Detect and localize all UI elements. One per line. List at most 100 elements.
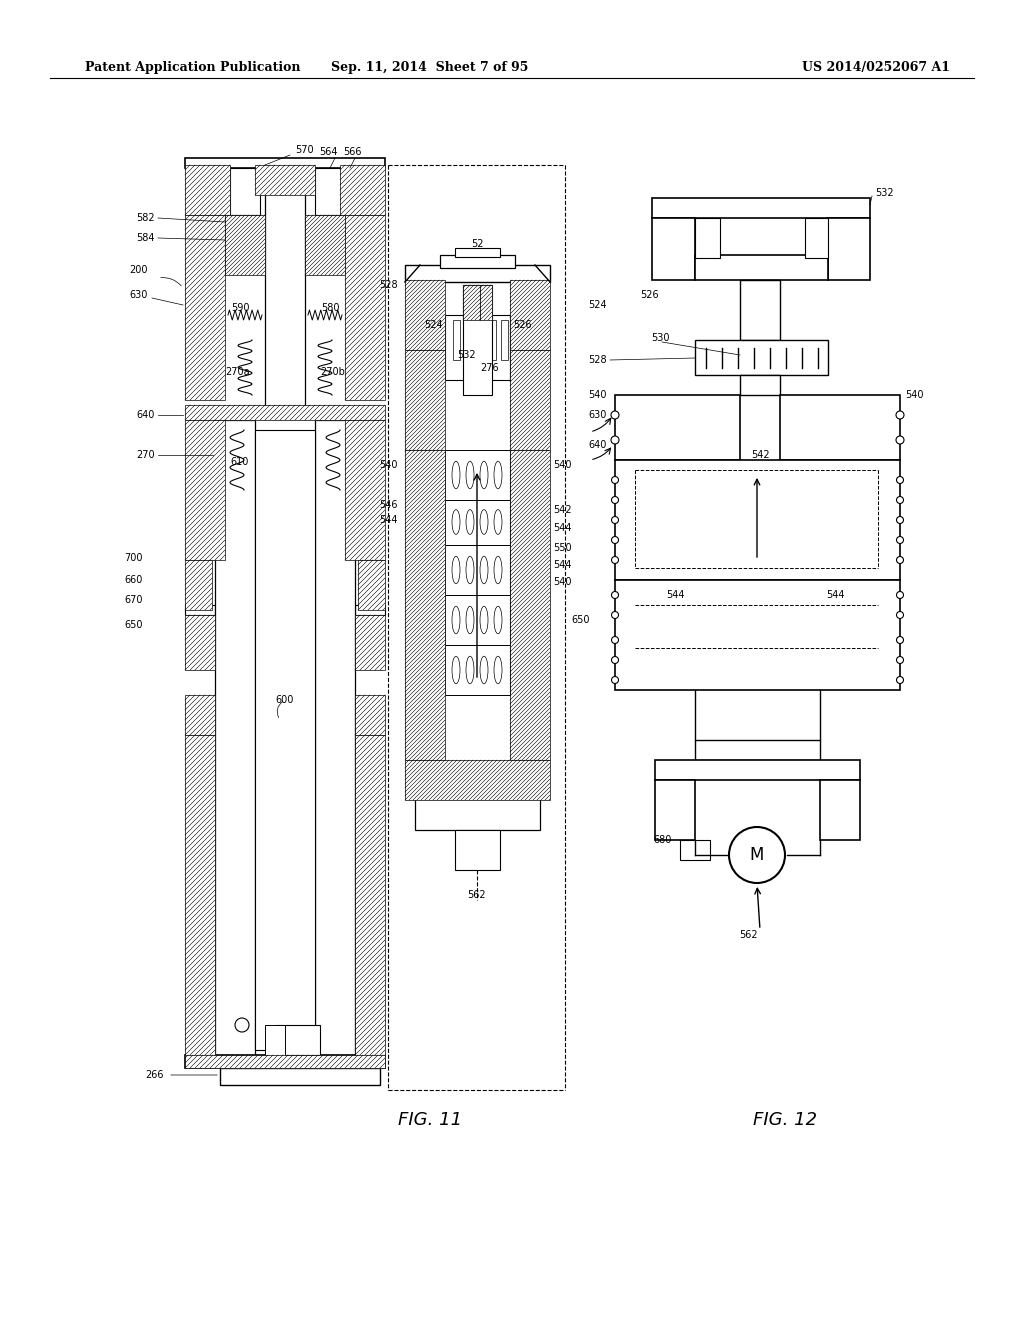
Text: 544: 544 <box>825 590 844 601</box>
Bar <box>185 420 225 560</box>
Text: 544: 544 <box>553 523 571 533</box>
Text: 700: 700 <box>125 553 143 564</box>
Circle shape <box>896 591 903 598</box>
Bar <box>445 545 510 595</box>
Bar <box>185 735 215 1060</box>
Text: 640: 640 <box>136 411 155 420</box>
Bar <box>185 696 215 735</box>
Bar <box>185 405 385 420</box>
Text: 528: 528 <box>589 355 607 366</box>
Text: 670: 670 <box>125 595 143 605</box>
Bar <box>480 285 492 319</box>
Bar <box>415 799 540 830</box>
Text: Patent Application Publication: Patent Application Publication <box>85 61 300 74</box>
Bar <box>740 375 780 395</box>
Circle shape <box>896 536 903 544</box>
Bar <box>465 319 472 360</box>
Text: 524: 524 <box>589 300 607 310</box>
Bar <box>355 735 385 1060</box>
Circle shape <box>896 557 903 564</box>
Bar <box>315 168 345 215</box>
Bar <box>220 1068 380 1085</box>
Bar <box>406 350 445 450</box>
Circle shape <box>611 611 618 619</box>
Text: 600: 600 <box>275 696 294 705</box>
Bar <box>510 350 550 450</box>
Bar <box>652 218 695 280</box>
Text: 570: 570 <box>296 145 314 154</box>
Bar <box>305 215 345 275</box>
Text: 542: 542 <box>751 450 769 459</box>
Text: 532: 532 <box>458 350 476 360</box>
Text: 526: 526 <box>513 319 531 330</box>
Bar <box>680 840 710 861</box>
Circle shape <box>611 496 618 503</box>
Text: 630: 630 <box>130 290 148 300</box>
Circle shape <box>896 496 903 503</box>
Text: 530: 530 <box>650 333 670 343</box>
Bar <box>185 165 230 215</box>
Text: 640: 640 <box>589 440 607 450</box>
Circle shape <box>611 636 618 644</box>
Bar <box>805 218 828 257</box>
Text: 584: 584 <box>136 234 155 243</box>
Bar <box>695 218 720 257</box>
Circle shape <box>896 436 904 444</box>
Bar <box>406 265 550 282</box>
Bar <box>445 645 510 696</box>
Bar <box>255 430 315 1049</box>
Text: 610: 610 <box>230 457 249 467</box>
Text: 562: 562 <box>738 931 758 940</box>
Text: 540: 540 <box>905 389 924 400</box>
Circle shape <box>611 591 618 598</box>
Bar <box>355 696 385 735</box>
Bar <box>780 395 900 459</box>
Bar <box>185 158 385 168</box>
Bar <box>345 420 385 560</box>
Text: 542: 542 <box>553 506 571 515</box>
Bar <box>463 285 492 395</box>
Circle shape <box>896 477 903 483</box>
Circle shape <box>896 676 903 684</box>
Circle shape <box>611 536 618 544</box>
Text: 630: 630 <box>589 411 607 420</box>
Bar <box>275 1026 319 1055</box>
Circle shape <box>611 477 618 483</box>
Bar <box>463 285 480 319</box>
Text: 564: 564 <box>318 147 337 157</box>
Bar <box>358 560 385 610</box>
Bar <box>477 319 484 360</box>
Text: 540: 540 <box>589 389 607 400</box>
Bar <box>828 218 870 280</box>
Bar <box>652 198 870 218</box>
Text: 680: 680 <box>653 836 672 845</box>
Bar <box>615 579 900 690</box>
Text: 52: 52 <box>471 239 483 249</box>
Bar <box>440 255 515 268</box>
Text: 580: 580 <box>321 304 339 313</box>
Bar <box>740 280 780 341</box>
Text: 660: 660 <box>125 576 143 585</box>
Bar <box>695 255 828 280</box>
Bar <box>230 168 260 215</box>
Bar <box>185 1055 385 1068</box>
Bar <box>445 595 510 645</box>
Bar <box>265 190 305 411</box>
Bar <box>655 780 695 840</box>
Text: 540: 540 <box>553 577 571 587</box>
Text: 528: 528 <box>379 280 398 290</box>
Bar <box>445 450 510 500</box>
Text: 544: 544 <box>553 560 571 570</box>
Bar <box>315 420 355 1060</box>
Text: 544: 544 <box>380 515 398 525</box>
Text: 276: 276 <box>480 363 500 374</box>
Text: M: M <box>750 846 764 865</box>
Circle shape <box>611 411 618 418</box>
Text: FIG. 12: FIG. 12 <box>753 1111 817 1129</box>
Bar <box>445 500 510 545</box>
Bar <box>185 615 215 671</box>
Bar <box>265 1026 285 1068</box>
Bar <box>695 341 828 375</box>
Text: 650: 650 <box>125 620 143 630</box>
Bar <box>406 450 445 760</box>
